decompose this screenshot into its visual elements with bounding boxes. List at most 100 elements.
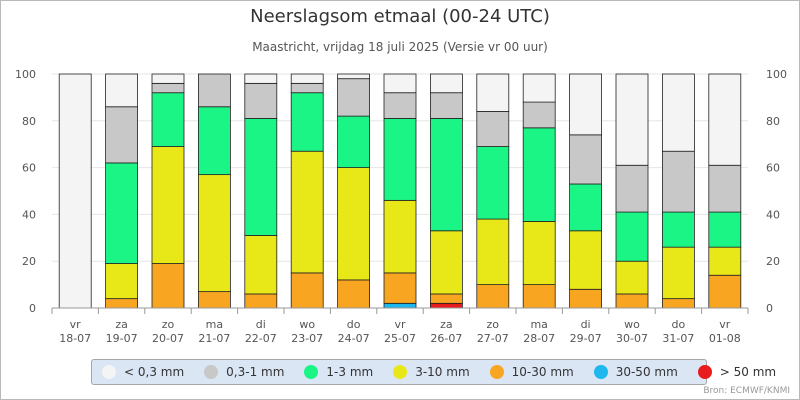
x-tick-label-day: wo [624,318,640,331]
bar-segment [662,246,695,300]
bar-segment [476,284,510,309]
bar-segment [476,218,510,285]
bar-segment [569,134,602,185]
x-tick-label-date: 25-07 [384,332,416,345]
x-tick-label-date: 29-07 [570,332,602,345]
legend-swatch [489,365,504,379]
bar-segment [522,284,556,309]
bar-segment [105,73,138,108]
x-tick-label-day: wo [299,318,315,331]
bar-segment [383,92,417,119]
legend-label: 0,3-1 mm [226,365,285,379]
legend-item[interactable]: 3-10 mm [393,365,470,379]
legend-item[interactable]: > 50 mm [697,365,777,379]
bar-segment [429,118,463,232]
x-tick-label-date: 20-07 [152,332,184,345]
x-tick-label-day: za [115,318,128,331]
bar-segment [105,162,138,264]
bar-segment [151,263,185,309]
bar-segment [105,106,138,164]
bar-segment [244,73,278,84]
legend-label: 3-10 mm [415,365,470,379]
x-tick-label-day: vr [719,318,731,331]
bar-segment [383,302,417,309]
bar-segment [429,230,463,295]
chart-subtitle: Maastricht, vrijdag 18 juli 2025 (Versie… [252,40,548,54]
bar-segment [197,106,231,176]
bar-segment [569,73,602,136]
x-tick-label-date: 19-07 [106,332,138,345]
y-tick-label-left: 80 [22,115,36,128]
legend-label: > 50 mm [719,365,777,379]
bar-segment [522,127,556,222]
y-tick-label-left: 0 [29,302,36,315]
bar-segment [337,279,371,309]
bar-segment [476,73,510,112]
legend: < 0,3 mm 0,3-1 mm 1-3 mm 3-10 mm 10-30 mm 30-… [91,359,776,385]
bar-segment [105,263,138,300]
x-tick-label-day: do [347,318,361,331]
x-tick-label-date: 31-07 [662,332,694,345]
bar-segment [569,230,602,290]
bar-segment [383,118,417,201]
chart-title: Neerslagsom etmaal (00-24 UTC) [250,6,550,27]
x-tick-label-day: vr [394,318,406,331]
x-tick-label-day: di [581,318,591,331]
legend-label: 30-50 mm [615,365,678,379]
bar-segment [244,235,278,295]
bar-segment [569,288,602,309]
source-credit: Bron: ECMWF/KNMI [703,386,790,396]
bar-segment [615,260,649,295]
bar-segment [662,211,695,248]
bar-segment [615,293,649,309]
x-tick-label-day: ma [530,318,547,331]
bar-segment [569,183,602,232]
legend-swatch [102,365,116,379]
bar-segment [615,211,649,262]
y-tick-label-right: 0 [766,302,773,315]
bar-segment [290,82,324,94]
bar-segment [244,293,278,309]
bar-segment [197,291,231,309]
bar-segment [151,92,185,147]
bar-segment [151,73,185,84]
x-tick-label-date: 30-07 [616,332,648,345]
y-tick-label-left: 60 [22,162,36,175]
legend-item[interactable]: 1-3 mm [304,365,373,379]
bar-segment [476,146,510,220]
bar-segment [429,293,463,304]
bar-segment [244,82,278,119]
y-tick-label-right: 20 [766,255,780,268]
legend-item[interactable]: 0,3-1 mm [204,365,284,379]
x-tick-label-date: 28-07 [523,332,555,345]
bar-segment [290,92,324,152]
legend-swatch [393,365,408,379]
x-tick-label-date: 22-07 [245,332,277,345]
x-tick-label-day: zo [487,318,500,331]
bar-segment [105,298,138,309]
bar-segment [151,146,185,264]
bar-segment [58,73,92,309]
bar-segment [522,221,556,285]
bar-segment [244,118,278,236]
bar-segment [197,174,231,293]
x-tick-label-date: 26-07 [430,332,462,345]
y-tick-label-right: 40 [766,208,780,221]
legend-item[interactable]: 30-50 mm [593,365,678,379]
bar-segment [290,272,324,309]
bar-segment [383,73,417,94]
x-tick-label-day: di [256,318,266,331]
y-tick-label-right: 80 [766,115,780,128]
legend-item[interactable]: 10-30 mm [489,365,574,379]
y-tick-label-left: 40 [22,208,36,221]
legend-swatch [204,365,219,379]
bar-segment [708,274,742,309]
bar-segment [615,164,649,213]
legend-label: 10-30 mm [511,365,574,379]
x-tick-label-date: 18-07 [59,332,91,345]
legend-item[interactable]: < 0,3 mm [102,365,184,379]
legend-label: 1-3 mm [326,365,374,379]
bar-segment [662,298,695,309]
bar-segment [615,73,649,166]
